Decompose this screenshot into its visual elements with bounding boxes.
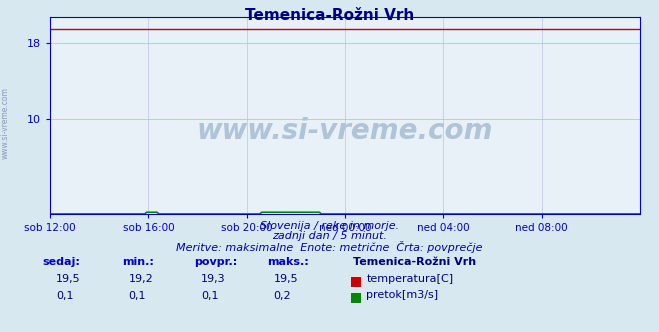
- Text: 19,5: 19,5: [273, 274, 298, 284]
- Text: maks.:: maks.:: [267, 257, 308, 267]
- Text: 0,1: 0,1: [56, 290, 74, 300]
- Text: 19,2: 19,2: [129, 274, 154, 284]
- Text: www.si-vreme.com: www.si-vreme.com: [1, 87, 10, 159]
- Text: 19,3: 19,3: [201, 274, 225, 284]
- Text: 0,2: 0,2: [273, 290, 291, 300]
- Text: sedaj:: sedaj:: [43, 257, 80, 267]
- Text: zadnji dan / 5 minut.: zadnji dan / 5 minut.: [272, 231, 387, 241]
- Text: Temenica-Rožni Vrh: Temenica-Rožni Vrh: [353, 257, 476, 267]
- Text: 19,5: 19,5: [56, 274, 80, 284]
- Text: www.si-vreme.com: www.si-vreme.com: [197, 117, 493, 145]
- Text: 0,1: 0,1: [129, 290, 146, 300]
- Text: pretok[m3/s]: pretok[m3/s]: [366, 290, 438, 300]
- Text: Temenica-Rožni Vrh: Temenica-Rožni Vrh: [245, 8, 414, 23]
- Text: min.:: min.:: [122, 257, 154, 267]
- Text: 0,1: 0,1: [201, 290, 219, 300]
- Text: Slovenija / reke in morje.: Slovenija / reke in morje.: [260, 221, 399, 231]
- Text: Meritve: maksimalne  Enote: metrične  Črta: povprečje: Meritve: maksimalne Enote: metrične Črta…: [176, 241, 483, 253]
- Text: temperatura[C]: temperatura[C]: [366, 274, 453, 284]
- Text: povpr.:: povpr.:: [194, 257, 238, 267]
